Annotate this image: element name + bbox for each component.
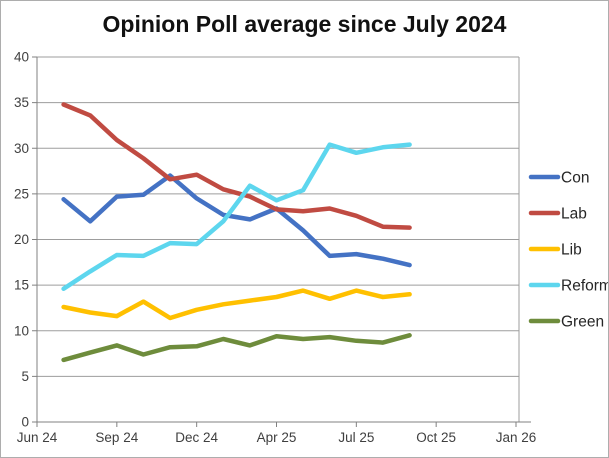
- legend-label-reform: Reform: [561, 278, 608, 295]
- x-tick-label-1: Sep 24: [95, 430, 138, 445]
- series-line-lib: [61, 288, 412, 321]
- series-line-lab: [61, 102, 412, 230]
- y-tick-label-20: 20: [14, 232, 29, 247]
- legend-label-con: Con: [561, 170, 589, 187]
- legend-item-green: Green: [528, 314, 604, 331]
- y-tick-label-0: 0: [21, 415, 29, 430]
- y-tick-label-25: 25: [14, 186, 29, 201]
- y-tick-label-40: 40: [14, 50, 29, 65]
- y-tick-label-15: 15: [14, 278, 29, 293]
- y-tick-label-5: 5: [21, 369, 29, 384]
- x-tick-label-5: Oct 25: [416, 430, 456, 445]
- legend-item-con: Con: [528, 170, 589, 187]
- legend-item-reform: Reform: [528, 278, 608, 295]
- y-tick-label-30: 30: [14, 141, 29, 156]
- x-tick-label-4: Jul 25: [338, 430, 374, 445]
- chart-title: Opinion Poll average since July 2024: [102, 11, 507, 37]
- x-tick-label-6: Jan 26: [496, 430, 537, 445]
- legend-label-lab: Lab: [561, 206, 587, 223]
- x-tick-label-0: Jun 24: [17, 430, 58, 445]
- series-line-con: [61, 173, 412, 268]
- series-line-green: [61, 333, 412, 363]
- legend-label-green: Green: [561, 314, 604, 331]
- legend-item-lab: Lab: [528, 206, 587, 223]
- legend-label-lib: Lib: [561, 242, 582, 259]
- series-line-reform: [61, 142, 412, 292]
- y-tick-label-10: 10: [14, 323, 29, 338]
- y-tick-label-35: 35: [14, 95, 29, 110]
- x-tick-label-2: Dec 24: [175, 430, 218, 445]
- legend-item-lib: Lib: [528, 242, 582, 259]
- x-tick-label-3: Apr 25: [257, 430, 297, 445]
